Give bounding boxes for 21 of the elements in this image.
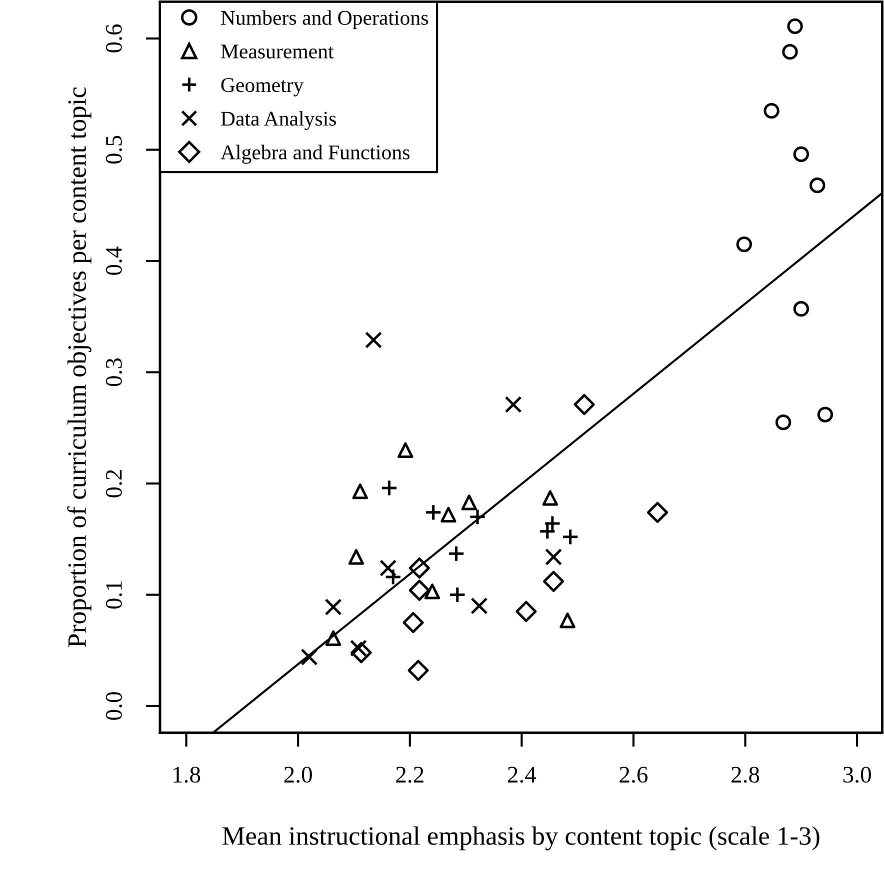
legend-label: Numbers and Operations <box>221 10 428 30</box>
x-tick-label: 1.8 <box>174 766 200 783</box>
legend-label: Data Analysis <box>221 111 336 130</box>
x-tick-label: 2.8 <box>732 766 760 783</box>
x-tick-label: 3.0 <box>843 766 871 783</box>
x-tick-label: 2.6 <box>620 766 648 783</box>
x-tick-label: 2.0 <box>284 766 312 783</box>
y-tick-label: 0.5 <box>106 136 122 164</box>
x-tick-label: 2.2 <box>396 766 424 783</box>
y-tick-label: 0.2 <box>106 470 122 498</box>
x-axis-title: Mean instructional emphasis by content topic (scale 1-3) <box>222 826 820 850</box>
y-tick-label: 0.4 <box>106 246 122 275</box>
y-axis-title: Proportion of curriculum objectives per content topic <box>67 87 92 648</box>
y-tick-label: 0.1 <box>106 581 122 609</box>
legend-label: Algebra and Functions <box>220 144 410 164</box>
legend-label: Geometry <box>221 78 304 96</box>
y-tick-label: 0.0 <box>106 692 122 720</box>
x-tick-label: 2.4 <box>508 766 536 783</box>
y-tick-label: 0.3 <box>106 358 122 386</box>
y-tick-label: 0.6 <box>106 24 122 52</box>
legend-label: Measurement <box>221 44 334 58</box>
